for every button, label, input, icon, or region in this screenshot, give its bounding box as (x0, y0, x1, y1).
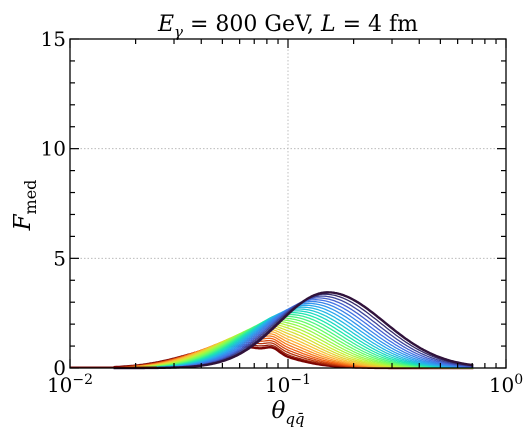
y-axis-title: Fmed (10, 180, 40, 232)
curve-family (70, 291, 474, 370)
tick-labels: 10−2 10−1 100 0 5 10 15 (41, 27, 524, 397)
tick-marks (69, 38, 507, 369)
y-tick-label: 10 (41, 137, 66, 161)
x-tick-label: 100 (489, 372, 523, 397)
y-tick-label: 15 (41, 27, 66, 51)
y-tick-label: 5 (53, 246, 66, 270)
y-tick-label: 0 (53, 356, 66, 380)
x-axis-title: θqq̄ (271, 398, 304, 428)
x-tick-label: 10−2 (47, 372, 93, 397)
chart-title: Eγ = 800 GeV, L = 4 fm (157, 12, 418, 41)
x-tick-label: 10−1 (265, 372, 311, 397)
